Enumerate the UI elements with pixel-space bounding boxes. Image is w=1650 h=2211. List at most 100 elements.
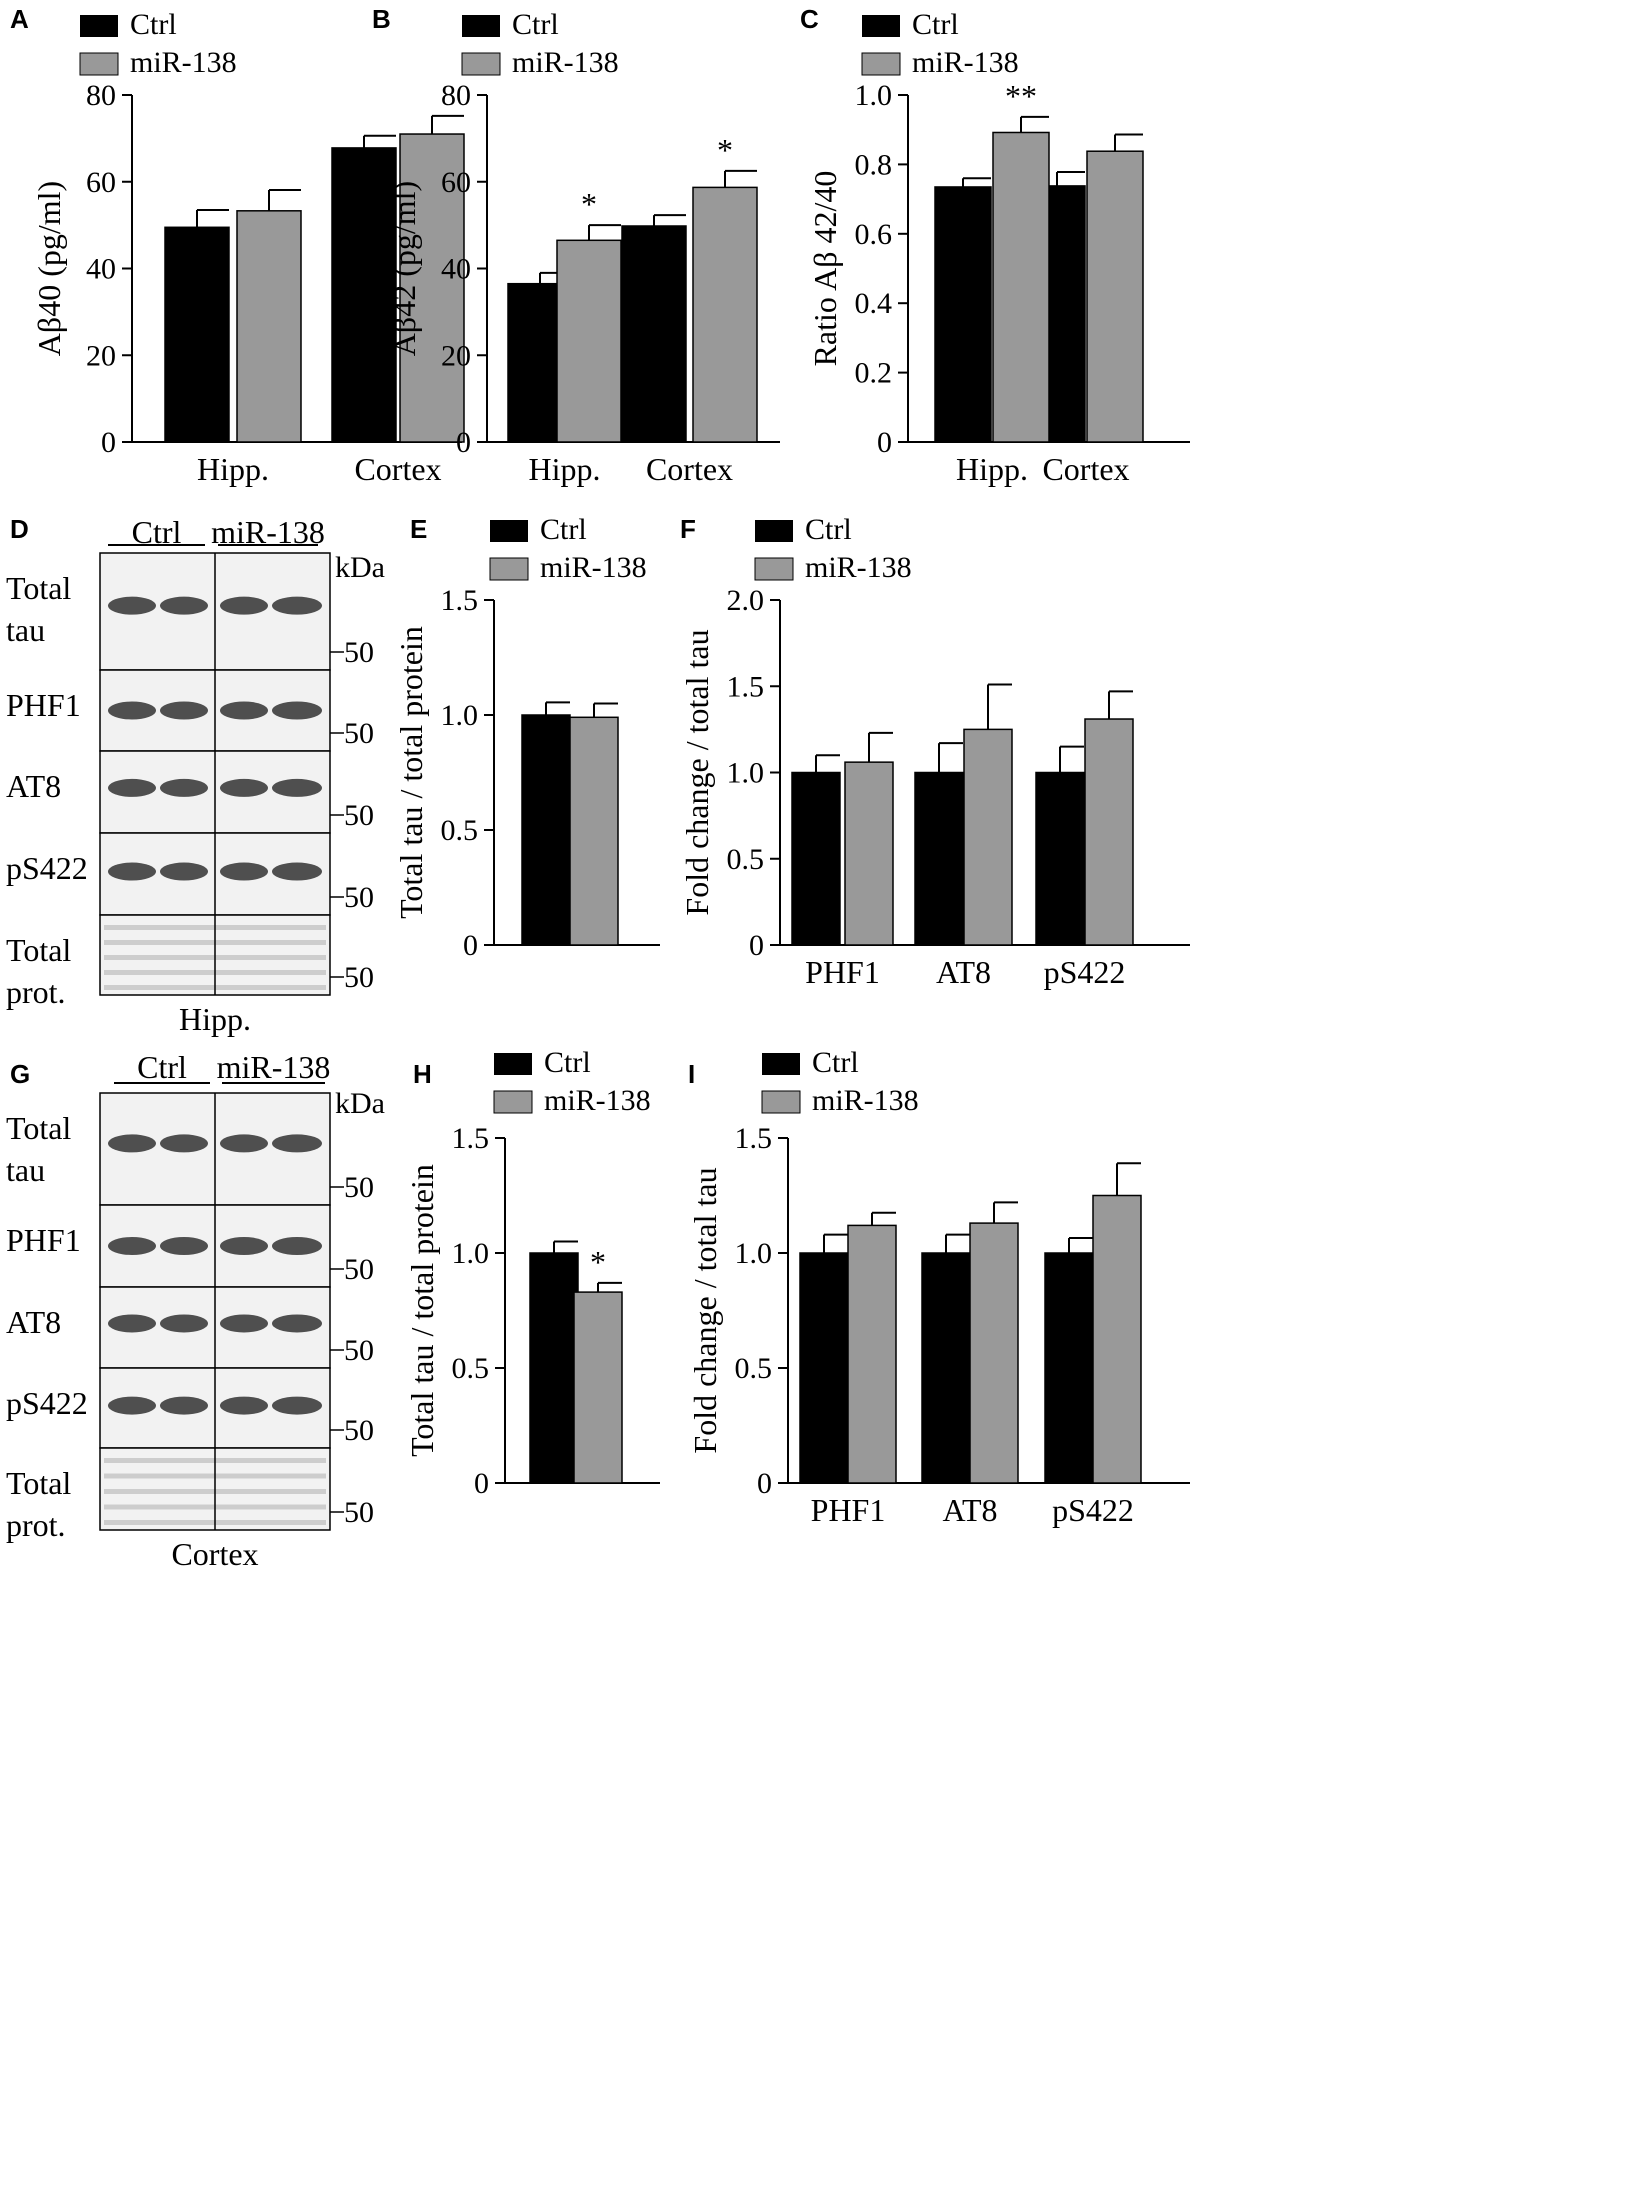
blot-band-g-1-0 xyxy=(108,1237,156,1255)
bar-i-ctrl-1 xyxy=(921,1252,971,1484)
blot-kda-label-d: kDa xyxy=(335,551,385,584)
panel-letter-f: F xyxy=(680,514,696,544)
legend-ctrl-label-f: Ctrl xyxy=(805,513,852,546)
y-tick-label-b-3: 60 xyxy=(441,166,471,199)
blot-band-g-3-1 xyxy=(160,1396,208,1415)
blot-marker-label-g-3: 50 xyxy=(344,1414,374,1447)
x-tick-label-a-0: Hipp. xyxy=(197,451,269,487)
bar-a-ctrl-1 xyxy=(331,147,397,443)
y-tick-label-e-2: 1.0 xyxy=(441,699,479,732)
blot-group-label-g-0: Ctrl xyxy=(137,1049,187,1085)
y-tick-label-c-3: 0.6 xyxy=(855,218,893,251)
y-tick-label-f-4: 2.0 xyxy=(727,584,765,617)
panel-letter-e: E xyxy=(410,514,427,544)
blot-row-label-g-4-a: Total xyxy=(6,1465,71,1501)
panel-letter-b: B xyxy=(372,4,391,34)
blot-row-label-g-2: AT8 xyxy=(6,1304,61,1340)
blot-marker-label-d-4: 50 xyxy=(344,961,374,994)
y-axis-label-e: Total tau / total protein xyxy=(393,626,429,919)
bar-a-mir-0 xyxy=(236,210,302,443)
x-tick-label-i-1: AT8 xyxy=(942,1492,997,1528)
x-tick-label-f-0: PHF1 xyxy=(805,954,880,990)
blot-band-d-2-2 xyxy=(220,778,268,797)
bar-f-mir-1 xyxy=(963,728,1013,946)
blot-marker-label-d-2: 50 xyxy=(344,799,374,832)
y-axis-label-h: Total tau / total protein xyxy=(404,1164,440,1457)
blot-band-d-2-3 xyxy=(272,778,322,797)
significance-c-0: ** xyxy=(1005,78,1037,114)
y-tick-label-h-2: 1.0 xyxy=(452,1237,490,1270)
blot-band-g-1-3 xyxy=(272,1237,322,1255)
y-tick-label-a-3: 60 xyxy=(86,166,116,199)
x-tick-label-f-2: pS422 xyxy=(1044,954,1126,990)
blot-tissue-label-g: Cortex xyxy=(171,1536,258,1572)
y-tick-label-c-2: 0.4 xyxy=(855,287,893,320)
legend-mir-label-h: miR-138 xyxy=(544,1084,651,1117)
blot-row-label-d-1: PHF1 xyxy=(6,687,81,723)
blot-band-d-2-1 xyxy=(160,778,208,797)
significance-h-0: * xyxy=(590,1244,606,1280)
legend-mir-swatch-c xyxy=(861,52,901,76)
blot-band-g-3-3 xyxy=(272,1396,322,1415)
blot-kda-label-g: kDa xyxy=(335,1087,385,1120)
panel-letter-a: A xyxy=(10,4,29,34)
blot-row-label-g-4-b: prot. xyxy=(6,1507,66,1543)
blot-band-g-3-0 xyxy=(108,1396,156,1415)
bar-i-ctrl-2 xyxy=(1044,1252,1094,1484)
y-tick-label-a-1: 20 xyxy=(86,339,116,372)
blot-band-g-1-2 xyxy=(220,1237,268,1255)
y-tick-label-f-0: 0 xyxy=(749,929,764,962)
blot-band-d-1-1 xyxy=(160,701,208,720)
y-tick-label-a-0: 0 xyxy=(101,426,116,459)
blot-row-label-d-0-b: tau xyxy=(6,612,45,648)
blot-band-d-1-0 xyxy=(108,701,156,720)
blot-marker-label-d-3: 50 xyxy=(344,881,374,914)
bar-i-ctrl-0 xyxy=(799,1252,849,1484)
y-axis-label-i: Fold change / total tau xyxy=(687,1167,723,1453)
y-tick-label-a-2: 40 xyxy=(86,253,116,286)
legend-ctrl-swatch-c xyxy=(862,15,900,37)
blot-band-d-3-0 xyxy=(108,862,156,881)
blot-row-label-g-0-b: tau xyxy=(6,1152,45,1188)
blot-band-d-0-1 xyxy=(160,596,208,615)
y-axis-label-c: Ratio Aβ 42/40 xyxy=(807,171,843,367)
legend-ctrl-swatch-f xyxy=(755,520,793,542)
y-tick-label-b-2: 40 xyxy=(441,253,471,286)
y-tick-label-e-3: 1.5 xyxy=(441,584,479,617)
blot-tissue-label-d: Hipp. xyxy=(179,1001,251,1037)
bar-c-mir-0 xyxy=(992,131,1050,443)
y-tick-label-f-2: 1.0 xyxy=(727,757,765,790)
legend-mir-label-f: miR-138 xyxy=(805,551,912,584)
bar-i-mir-2 xyxy=(1092,1194,1142,1484)
legend-ctrl-label-b: Ctrl xyxy=(512,8,559,41)
x-tick-label-c-0: Hipp. xyxy=(956,451,1028,487)
blot-band-d-3-3 xyxy=(272,862,322,881)
x-tick-label-i-0: PHF1 xyxy=(811,1492,886,1528)
blot-band-g-1-1 xyxy=(160,1237,208,1255)
legend-ctrl-label-c: Ctrl xyxy=(912,8,959,41)
y-tick-label-h-3: 1.5 xyxy=(452,1122,490,1155)
blot-band-d-0-2 xyxy=(220,596,268,615)
y-tick-label-a-4: 80 xyxy=(86,79,116,112)
legend-ctrl-label-h: Ctrl xyxy=(544,1046,591,1079)
blot-marker-label-d-0: 50 xyxy=(344,636,374,669)
blot-band-g-0-1 xyxy=(160,1134,208,1153)
y-tick-label-i-3: 1.5 xyxy=(735,1122,773,1155)
x-tick-label-f-1: AT8 xyxy=(936,954,991,990)
blot-row-label-d-2: AT8 xyxy=(6,768,61,804)
blot-band-d-2-0 xyxy=(108,778,156,797)
legend-mir-swatch-a xyxy=(79,52,119,76)
bar-f-ctrl-1 xyxy=(914,771,964,946)
bar-f-mir-2 xyxy=(1084,718,1134,946)
legend-mir-label-b: miR-138 xyxy=(512,46,619,79)
blot-band-g-2-2 xyxy=(220,1314,268,1333)
blot-band-g-0-0 xyxy=(108,1134,156,1153)
blot-marker-label-d-1: 50 xyxy=(344,717,374,750)
bar-b-ctrl-1 xyxy=(621,225,687,443)
y-axis-label-a: Aβ40 (pg/ml) xyxy=(31,181,67,356)
x-tick-label-a-1: Cortex xyxy=(354,451,441,487)
blot-row-label-d-4-a: Total xyxy=(6,932,71,968)
y-tick-label-b-1: 20 xyxy=(441,339,471,372)
y-tick-label-c-0: 0 xyxy=(877,426,892,459)
